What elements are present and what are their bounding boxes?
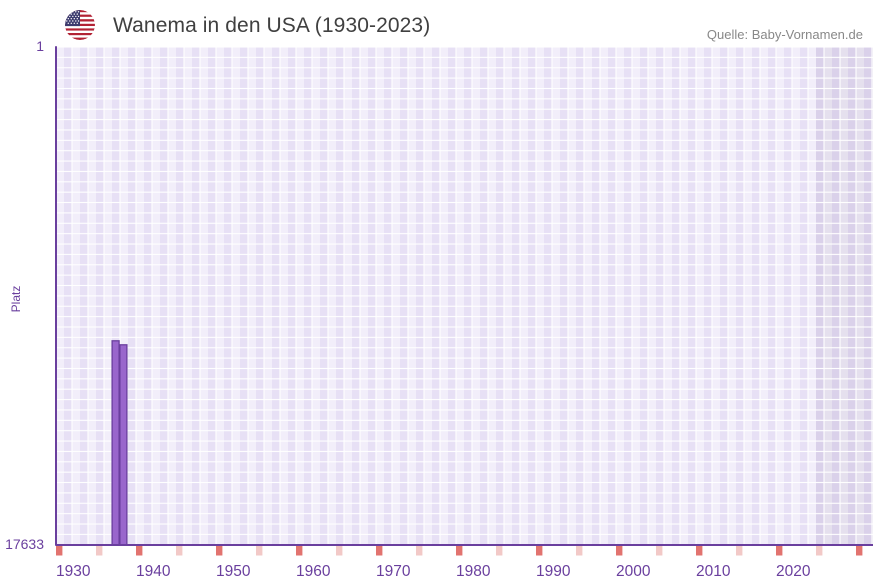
svg-text:1990: 1990	[536, 563, 571, 580]
svg-text:1940: 1940	[136, 563, 171, 580]
svg-text:2010: 2010	[696, 563, 731, 580]
svg-text:2020: 2020	[776, 563, 811, 580]
svg-text:1950: 1950	[216, 563, 251, 580]
svg-text:1930: 1930	[56, 563, 91, 580]
svg-text:1970: 1970	[376, 563, 411, 580]
svg-text:2000: 2000	[616, 563, 651, 580]
svg-text:1980: 1980	[456, 563, 491, 580]
svg-text:1960: 1960	[296, 563, 331, 580]
